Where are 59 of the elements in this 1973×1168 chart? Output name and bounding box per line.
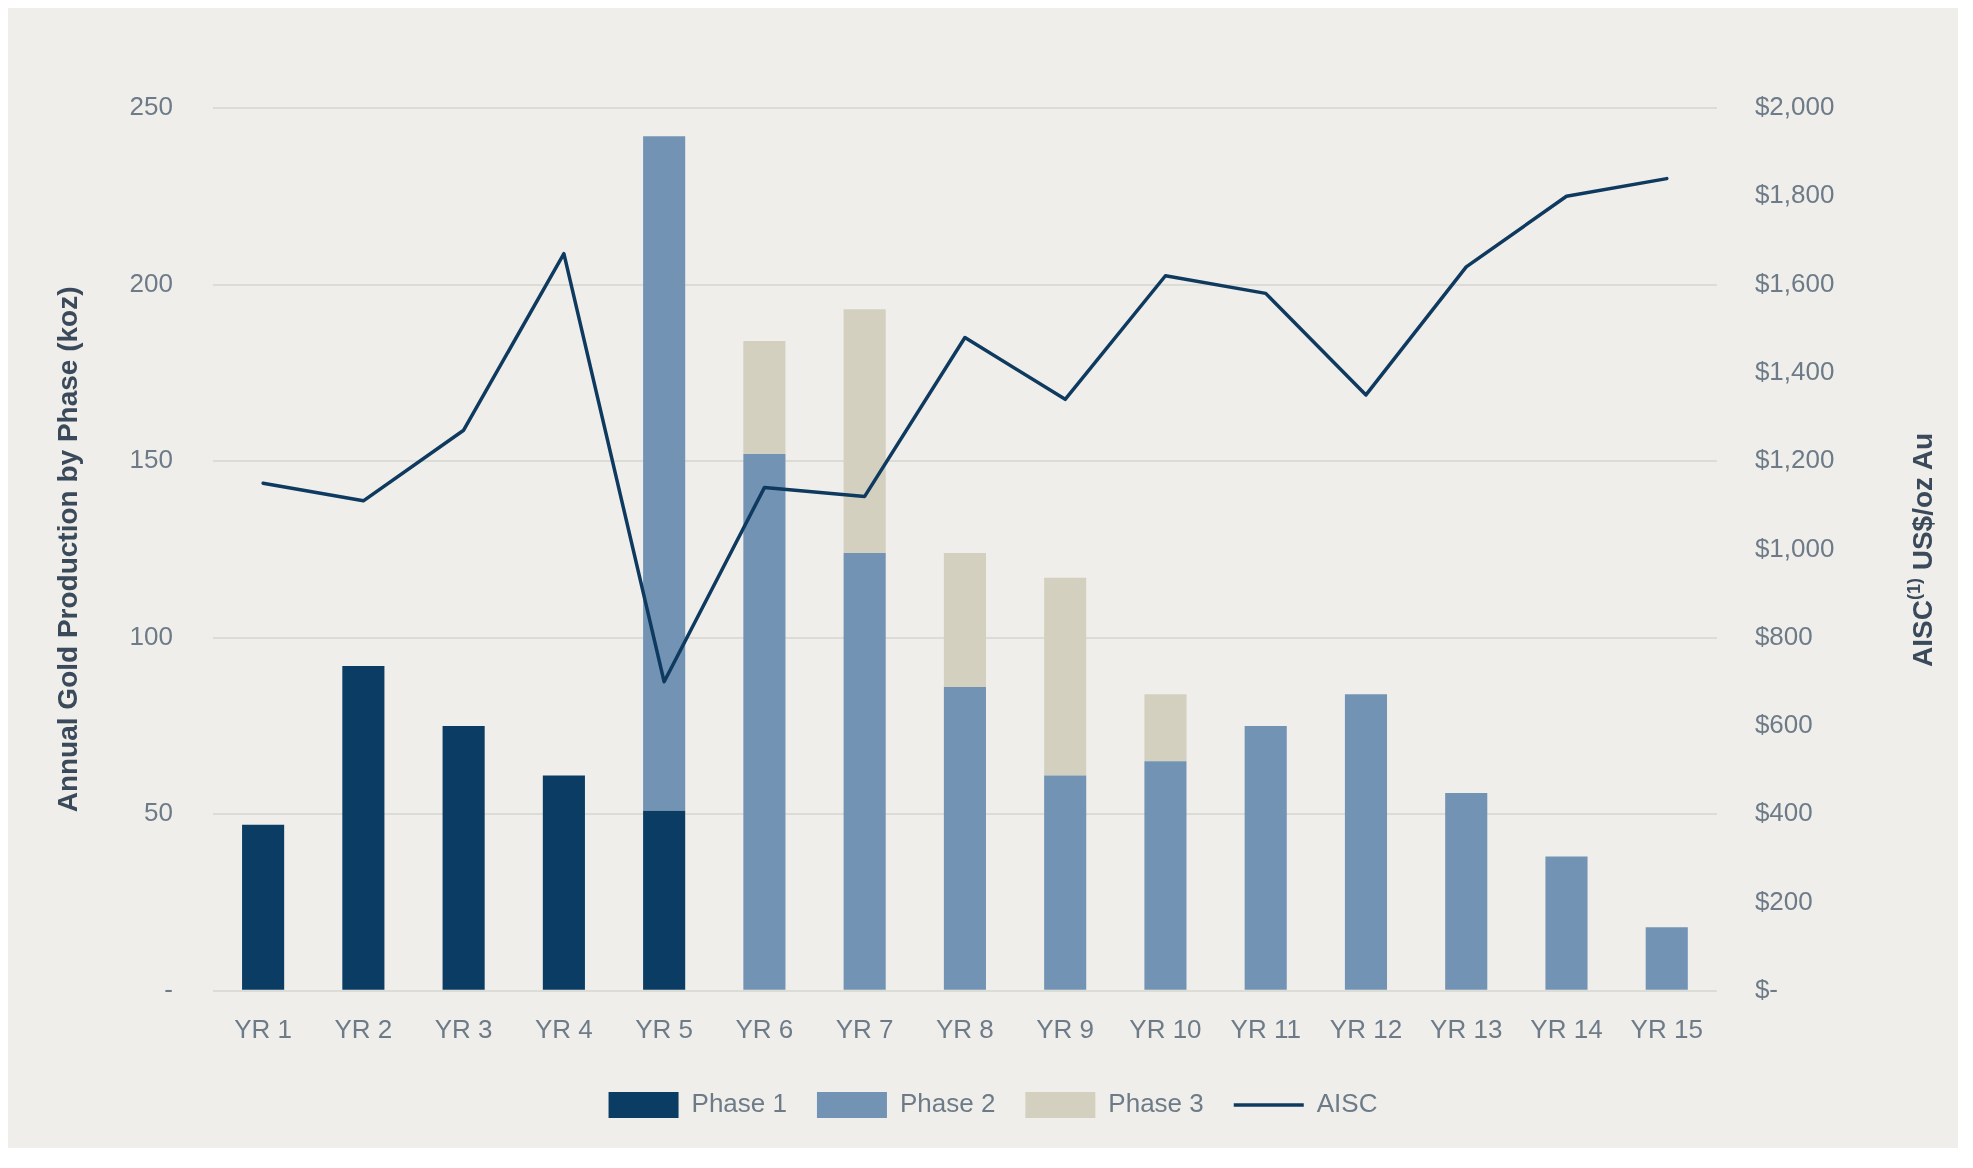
y2-tick-label: $2,000 [1754, 91, 1835, 122]
x-tick-label: YR 14 [1530, 1013, 1603, 1044]
y2-tick-label: $800 [1754, 620, 1813, 651]
y2-tick-label: $- [1754, 973, 1778, 1004]
y2-tick-label: $1,000 [1754, 532, 1835, 563]
bar [1044, 577, 1087, 776]
x-tick-label: YR 8 [936, 1013, 994, 1044]
x-tick-label: YR 4 [534, 1013, 593, 1044]
bar [1645, 927, 1688, 990]
y2-tick-label: $1,400 [1754, 356, 1835, 387]
y-tick-label: 50 [144, 797, 173, 828]
bar [743, 454, 786, 990]
y2-tick-label: $200 [1754, 885, 1813, 916]
y-tick-label: 200 [129, 267, 173, 298]
bar [1244, 725, 1287, 990]
y-tick-label: 100 [129, 620, 173, 651]
x-tick-label: YR 2 [334, 1013, 393, 1044]
y-tick-label: 150 [129, 444, 173, 475]
x-tick-label: YR 10 [1129, 1013, 1202, 1044]
x-tick-label: YR 9 [1036, 1013, 1095, 1044]
y-axis-title: Annual Gold Production by Phase (koz) [51, 286, 83, 813]
x-tick-label: YR 5 [635, 1013, 694, 1044]
bar [242, 824, 285, 990]
y2-tick-label: $600 [1754, 709, 1813, 740]
bar [943, 552, 986, 688]
bar [643, 810, 686, 990]
bar [1445, 793, 1488, 990]
legend-label: AISC [1316, 1088, 1378, 1119]
y2-axis-title: AISC(1) US$/oz Au [1904, 432, 1938, 667]
bar [1144, 694, 1187, 762]
y2-tick-label: $1,200 [1754, 444, 1835, 475]
x-tick-label: YR 3 [434, 1013, 493, 1044]
x-tick-label: YR 12 [1329, 1013, 1403, 1044]
legend-label: Phase 3 [1108, 1088, 1204, 1119]
bar [843, 552, 886, 990]
x-tick-label: YR 6 [735, 1013, 794, 1044]
y-tick-label: - [164, 973, 173, 1004]
bar [442, 725, 485, 990]
legend-label: Phase 1 [691, 1088, 787, 1119]
bar [1545, 856, 1588, 990]
bar [542, 775, 585, 990]
x-tick-label: YR 13 [1430, 1013, 1503, 1044]
legend-label: Phase 2 [899, 1088, 996, 1119]
y-tick-label: 250 [129, 91, 173, 122]
bar [342, 665, 385, 990]
bar [1344, 694, 1388, 990]
x-tick-label: YR 11 [1230, 1013, 1301, 1044]
y2-tick-label: $1,600 [1754, 267, 1835, 298]
bar [643, 136, 686, 811]
bar [743, 341, 786, 455]
x-tick-label: YR 1 [234, 1013, 293, 1044]
bar [943, 687, 986, 990]
bar [1144, 761, 1187, 990]
y2-tick-label: $1,800 [1754, 179, 1835, 210]
x-tick-label: YR 7 [835, 1013, 894, 1044]
bar [843, 309, 886, 553]
x-tick-label: YR 15 [1630, 1013, 1703, 1044]
y2-tick-label: $400 [1754, 797, 1813, 828]
bar [1044, 775, 1087, 990]
